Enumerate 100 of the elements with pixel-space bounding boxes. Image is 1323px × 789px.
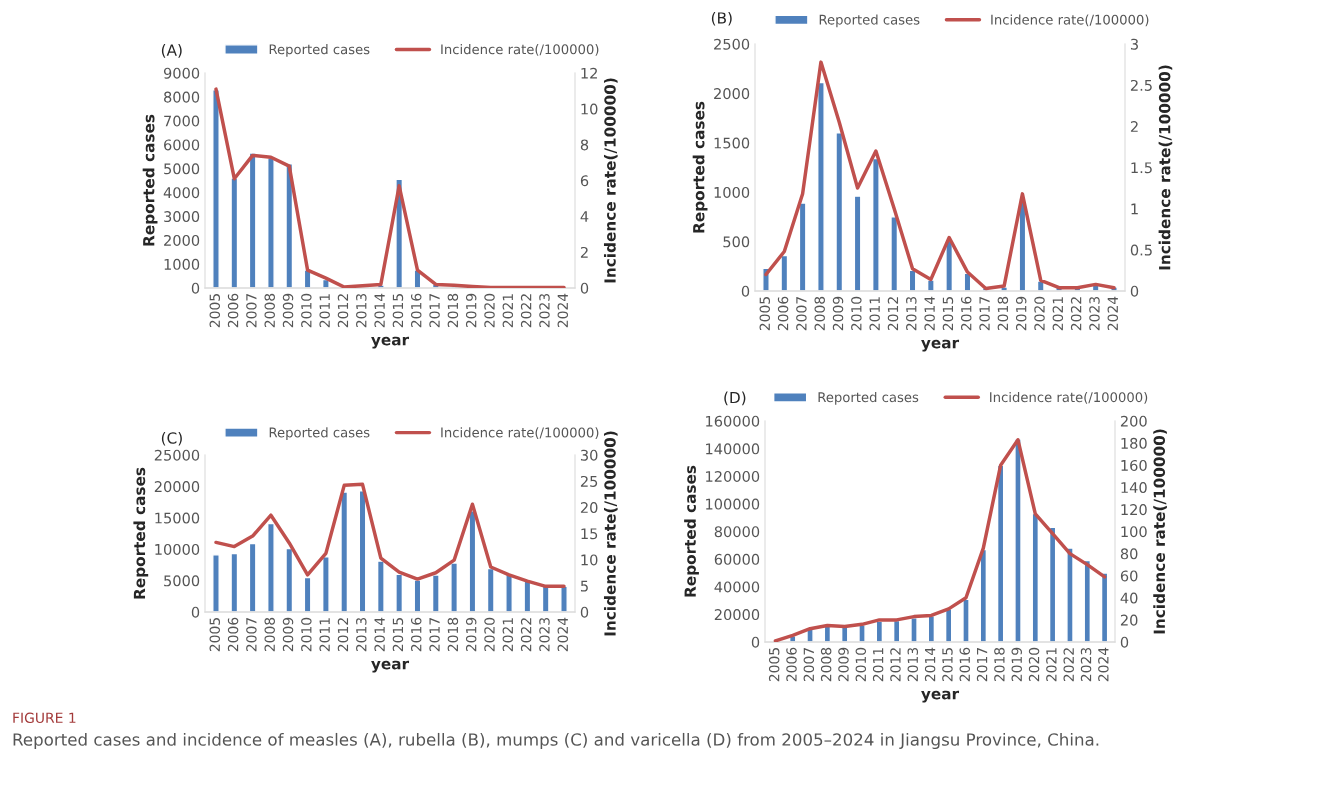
bar xyxy=(560,585,568,612)
bar xyxy=(1014,438,1022,642)
x-tick-label: 2022 xyxy=(520,294,532,328)
bar xyxy=(798,202,807,291)
chart-title: (B) xyxy=(711,11,732,26)
bar xyxy=(505,573,513,612)
x-tick-label: 2016 xyxy=(961,296,972,331)
x-tick-label: 2018 xyxy=(994,647,1005,682)
bar xyxy=(962,598,970,642)
y-tick-label: 7000 xyxy=(164,115,200,127)
bar xyxy=(285,547,294,612)
x-tick-label: 2005 xyxy=(759,297,771,331)
x-tick-label: 2022 xyxy=(1070,297,1082,331)
x-tick-label: 2024 xyxy=(1107,296,1119,331)
x-tick-label: 2015 xyxy=(942,648,953,682)
x-tick-label: 2009 xyxy=(832,296,844,331)
y2-tick-label: 20 xyxy=(580,502,598,514)
bar xyxy=(1031,512,1040,642)
y2-tick-label: 4 xyxy=(580,211,589,222)
x-tick-label: 2023 xyxy=(539,293,550,328)
bar xyxy=(890,216,899,291)
x-tick-label: 2010 xyxy=(301,617,312,652)
x-tick-label: 2015 xyxy=(942,297,954,331)
y-tick-label: 500 xyxy=(723,236,750,248)
bar xyxy=(212,554,220,612)
bar xyxy=(926,279,935,291)
y-tick-label: 4000 xyxy=(163,187,200,199)
bar xyxy=(858,624,866,642)
bar xyxy=(523,579,532,612)
x-tick-label: 2008 xyxy=(264,617,275,652)
chart-title: (D) xyxy=(724,391,746,406)
bar xyxy=(376,560,385,612)
y2-tick-label: 12 xyxy=(581,67,597,79)
y-tick-label: 6000 xyxy=(164,139,200,151)
y2-tick-label: 0 xyxy=(580,282,589,294)
caption: FIGURE 1 xyxy=(13,712,76,724)
y-tick-label: 2000 xyxy=(164,234,200,246)
x-tick-label: 2011 xyxy=(319,618,330,652)
x-tick-label: 2016 xyxy=(411,617,422,652)
bar xyxy=(486,567,495,612)
y2-tick-label: 40 xyxy=(1120,592,1138,604)
x-tick-label: 2022 xyxy=(520,618,532,652)
y2-tick-label: 25 xyxy=(580,475,598,487)
y-tick-label: 1500 xyxy=(714,137,750,149)
y2-tick-label: 2 xyxy=(1130,121,1138,132)
bar xyxy=(285,163,294,288)
y2-tick-label: 2 xyxy=(580,246,588,258)
legend-label: Reported cases xyxy=(269,44,370,57)
y-axis-title: Reported cases xyxy=(684,465,699,597)
y2-tick-label: 10 xyxy=(581,103,598,115)
x-tick-label: 2024 xyxy=(557,617,569,652)
x-tick-label: 2014 xyxy=(924,296,935,331)
y-tick-label: 2000 xyxy=(714,88,750,100)
x-tick-label: 2021 xyxy=(502,618,514,652)
x-axis-title: year xyxy=(371,336,410,349)
y-tick-label: 0 xyxy=(191,282,200,294)
y2-tick-label: 15 xyxy=(581,528,598,540)
bar xyxy=(431,574,440,612)
y2-tick-label: 0.5 xyxy=(1130,244,1152,256)
x-tick-label: 2022 xyxy=(1063,648,1074,682)
y2-axis-title: Incidence rate(/100000) xyxy=(1153,429,1167,634)
x-tick-label: 2009 xyxy=(282,293,294,328)
x-tick-label: 2017 xyxy=(429,294,440,328)
y-tick-label: 0 xyxy=(191,606,200,618)
y2-tick-label: 160 xyxy=(1121,459,1147,471)
legend-label: Reported cases xyxy=(818,391,919,405)
y2-tick-label: 200 xyxy=(1120,415,1147,427)
y-tick-label: 20000 xyxy=(154,481,200,493)
legend-label: Incidence rate(/100000) xyxy=(991,14,1149,27)
y2-axis-title: Incidence rate(/100000) xyxy=(603,431,618,636)
x-tick-label: 2019 xyxy=(465,617,477,652)
x-tick-label: 2007 xyxy=(803,648,815,682)
x-tick-label: 2011 xyxy=(872,648,884,682)
y2-tick-label: 3 xyxy=(1130,38,1138,50)
x-tick-label: 2024 xyxy=(1098,647,1109,682)
bar xyxy=(395,573,404,612)
x-tick-label: 2010 xyxy=(855,647,867,682)
text: Reported cases and incidence of measles (A), rubella (B), mumps (C) and varicella (D) from 2005–2024 in Jiangsu Province, China. xyxy=(13,732,1099,750)
bar xyxy=(248,152,257,288)
x-tick-label: 2020 xyxy=(484,617,495,652)
y-axis-title: Reported cases xyxy=(692,101,708,233)
x-tick-label: 2009 xyxy=(282,617,294,652)
x-tick-label: 2013 xyxy=(356,617,367,652)
x-tick-label: 2006 xyxy=(777,296,789,331)
y-tick-label: 100000 xyxy=(706,498,760,510)
x-tick-label: 2009 xyxy=(838,647,849,682)
x-tick-label: 2011 xyxy=(319,294,330,328)
x-tick-label: 2020 xyxy=(1028,647,1040,682)
x-tick-label: 2008 xyxy=(264,293,275,328)
x-tick-label: 2018 xyxy=(447,617,459,652)
x-tick-label: 2005 xyxy=(209,294,221,328)
x-tick-label: 2014 xyxy=(924,647,936,682)
x-axis-title: year xyxy=(371,660,410,673)
x-tick-label: 2012 xyxy=(337,618,349,652)
x-tick-label: 2020 xyxy=(1034,296,1045,331)
y-axis-title: Reported cases xyxy=(142,114,158,246)
x-tick-label: 2015 xyxy=(392,294,404,328)
x-tick-label: 2019 xyxy=(1015,296,1027,331)
y-tick-label: 160000 xyxy=(706,415,760,427)
x-tick-label: 2014 xyxy=(374,617,385,652)
